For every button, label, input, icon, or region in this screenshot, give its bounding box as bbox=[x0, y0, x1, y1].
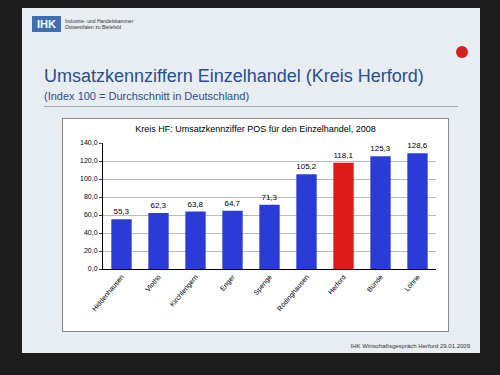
svg-text:120,0: 120,0 bbox=[80, 157, 98, 164]
html-text:IHK: IHK bbox=[37, 18, 56, 30]
svg-text:Bünde: Bünde bbox=[366, 273, 384, 293]
svg-text:71,3: 71,3 bbox=[261, 193, 277, 202]
svg-text:55,3: 55,3 bbox=[113, 207, 129, 216]
svg-text:100,0: 100,0 bbox=[80, 175, 98, 182]
svg-text:20,0: 20,0 bbox=[84, 247, 98, 254]
svg-text:Hiddenhausen: Hiddenhausen bbox=[91, 273, 125, 312]
svg-text:Vlotho: Vlotho bbox=[144, 273, 162, 293]
svg-text:128,6: 128,6 bbox=[407, 141, 427, 150]
svg-text:Kirchlengern: Kirchlengern bbox=[168, 273, 199, 308]
svg-text:0,0: 0,0 bbox=[88, 265, 98, 272]
svg-text:Rödinghausen: Rödinghausen bbox=[276, 273, 311, 313]
html-text:Industrie- und Handelskammer O: Industrie- und Handelskammer Ostwestfale… bbox=[65, 18, 134, 30]
svg-text:Herford: Herford bbox=[327, 273, 347, 295]
html-text:Umsatzkennziffern Einzelhandel: Umsatzkennziffern Einzelhandel (Kreis He… bbox=[44, 66, 424, 86]
svg-text:105,2: 105,2 bbox=[296, 162, 316, 171]
svg-text:Löhne: Löhne bbox=[403, 273, 421, 292]
svg-text:Kreis HF: Umsatzkennziffer POS: Kreis HF: Umsatzkennziffer POS für den E… bbox=[135, 124, 375, 134]
svg-text:64,7: 64,7 bbox=[224, 199, 240, 208]
svg-text:62,3: 62,3 bbox=[150, 201, 166, 210]
svg-text:140,0: 140,0 bbox=[80, 139, 98, 146]
svg-text:Enger: Enger bbox=[219, 273, 238, 293]
svg-text:Spenge: Spenge bbox=[252, 273, 274, 297]
svg-text:40,0: 40,0 bbox=[84, 229, 98, 236]
svg-text:125,3: 125,3 bbox=[370, 144, 390, 153]
svg-text:80,0: 80,0 bbox=[84, 193, 98, 200]
svg-text:118,1: 118,1 bbox=[334, 151, 354, 160]
html-text:IHK Wirtschaftsgespräch Herfor: IHK Wirtschaftsgespräch Herford 29.01.20… bbox=[350, 343, 470, 349]
svg-text:60,0: 60,0 bbox=[84, 211, 98, 218]
svg-text:63,8: 63,8 bbox=[187, 200, 203, 209]
html-text:(Index 100 = Durchschnitt in D: (Index 100 = Durchschnitt in Deutschland… bbox=[44, 90, 250, 102]
